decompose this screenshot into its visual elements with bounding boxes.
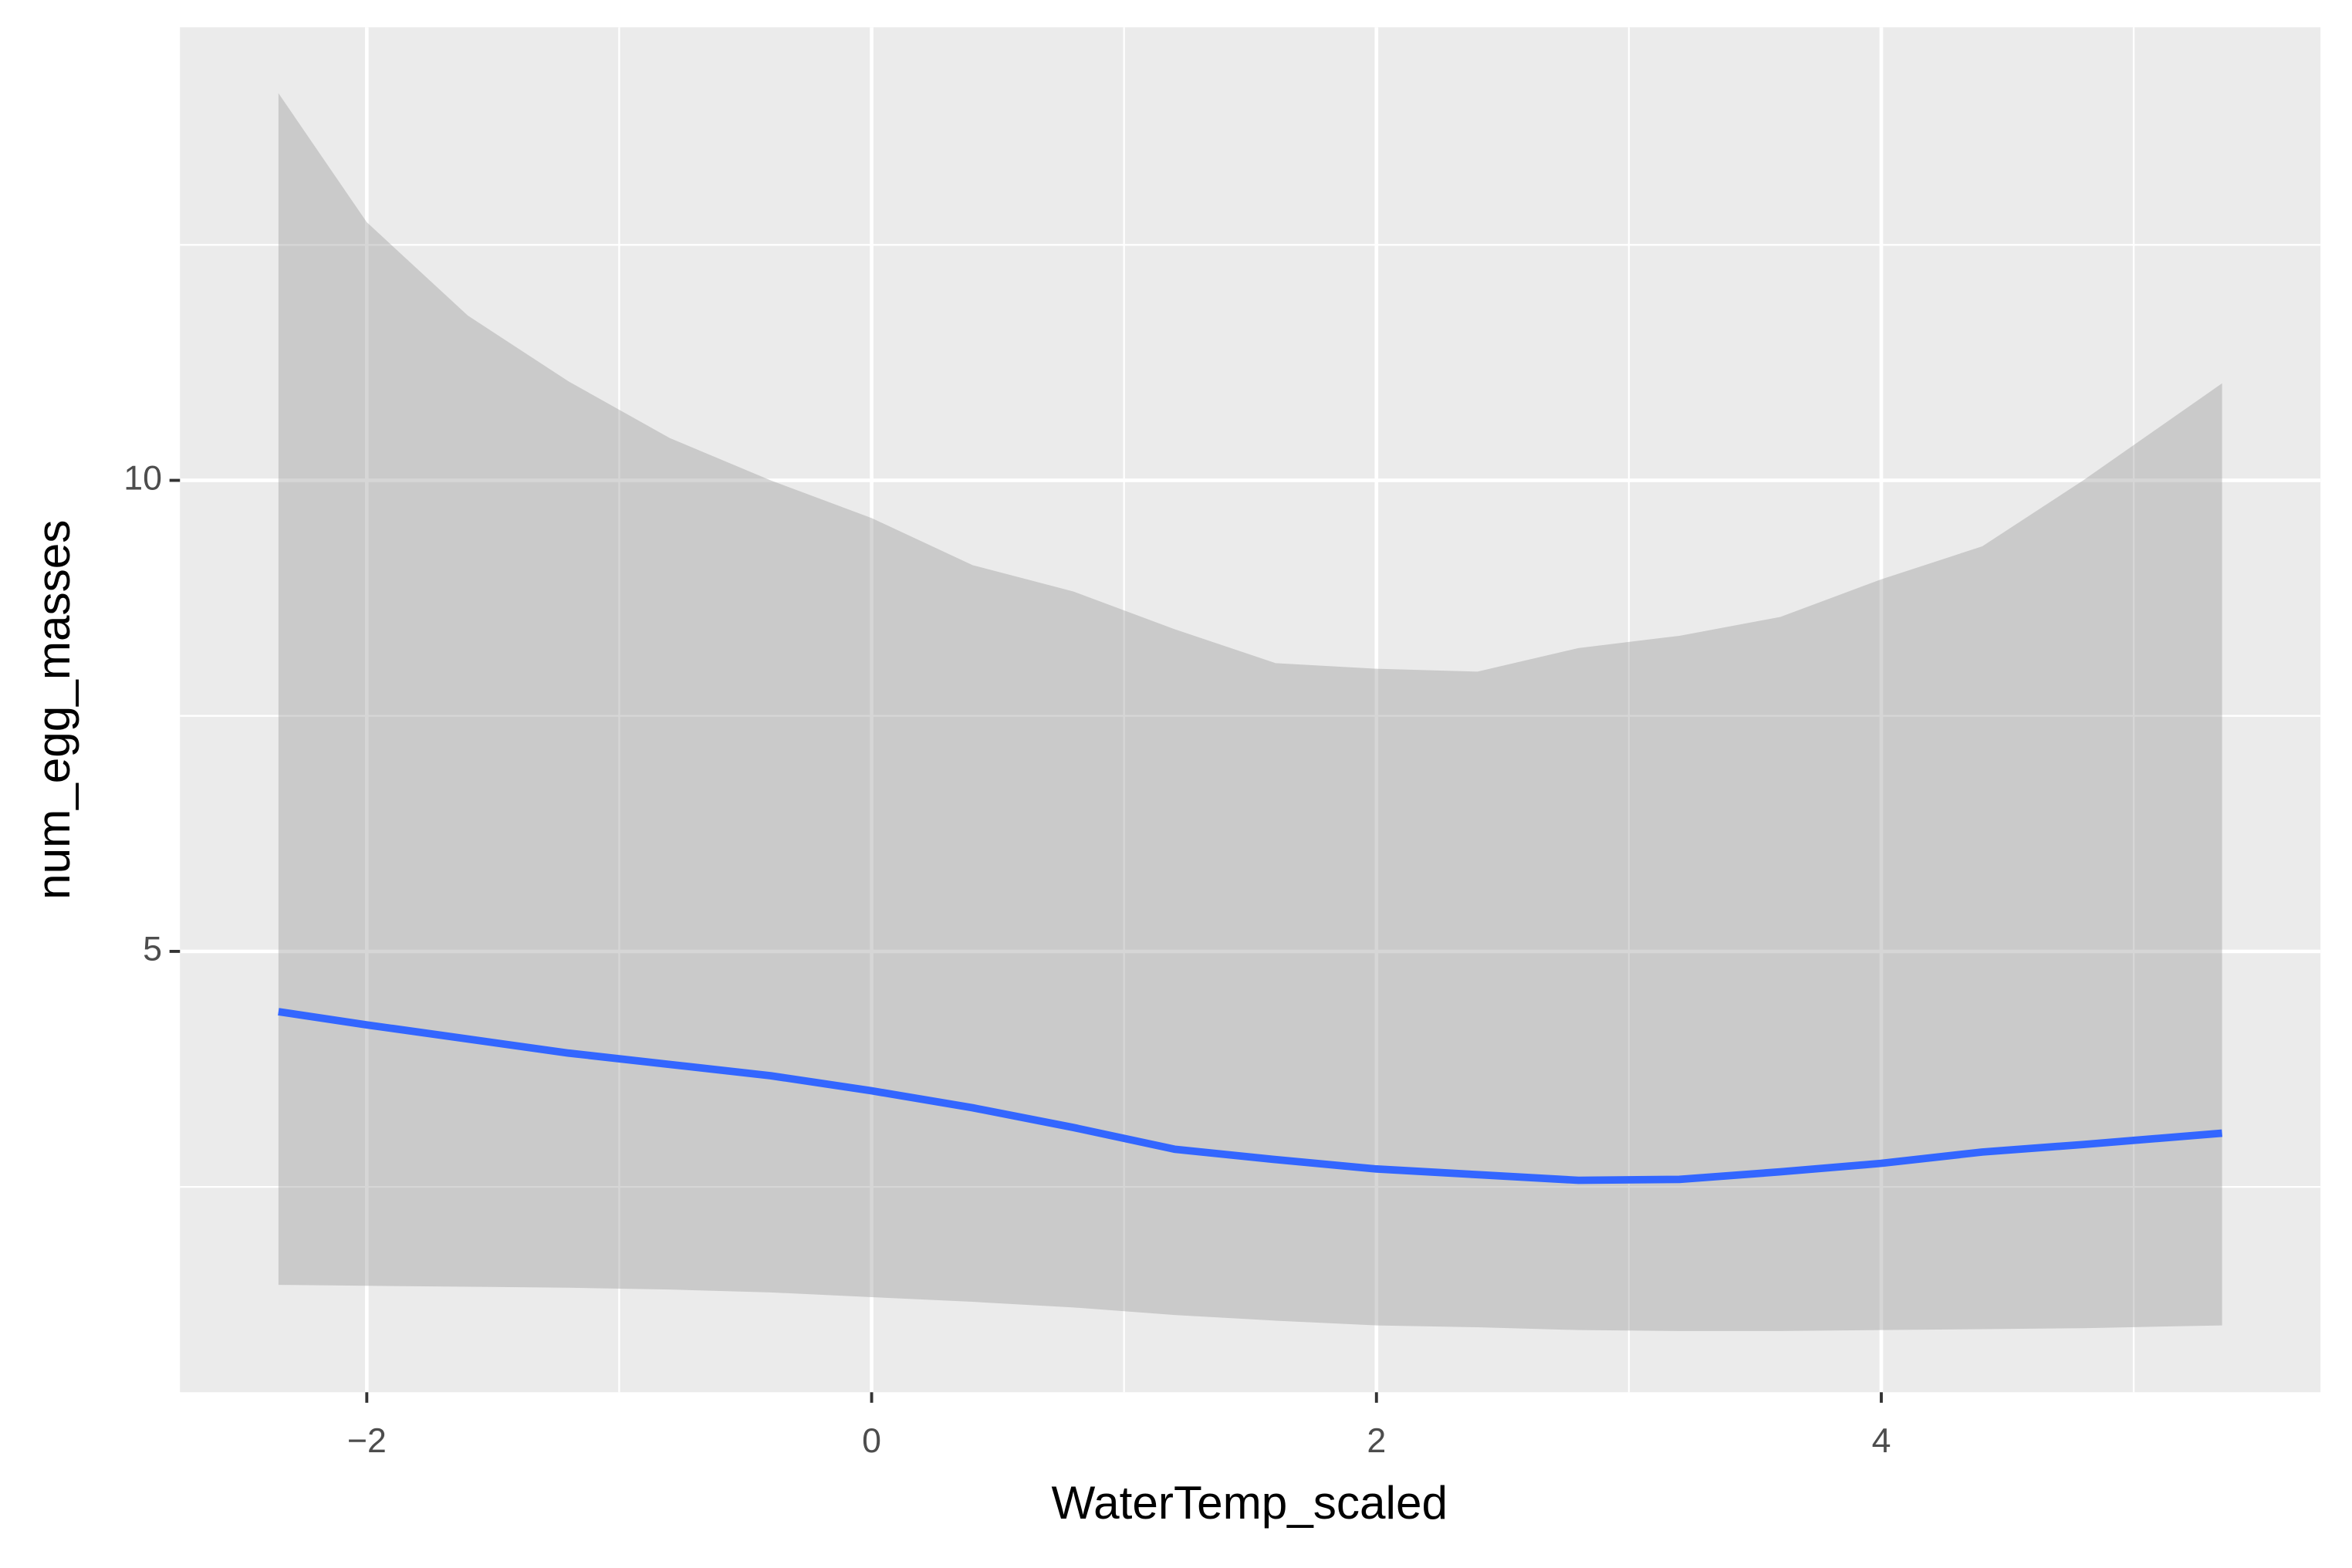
x-tick-label: 4: [1872, 1422, 1891, 1460]
y-axis-title: num_egg_masses: [27, 520, 79, 900]
y-tick-label: 10: [123, 459, 162, 497]
x-tick-label: 0: [862, 1422, 881, 1460]
smooth-line: [278, 1008, 2222, 1184]
axes: −2 0 2 4 5 10: [123, 459, 1891, 1460]
x-tick-label: −2: [347, 1422, 387, 1460]
confidence-ribbon: [278, 93, 2222, 1331]
panel: [180, 27, 2321, 1393]
marks: [278, 93, 2222, 1331]
x-tick-label: 2: [1367, 1422, 1386, 1460]
x-axis-title: WaterTemp_scaled: [1052, 1476, 1448, 1529]
y-tick-label: 5: [143, 931, 162, 968]
